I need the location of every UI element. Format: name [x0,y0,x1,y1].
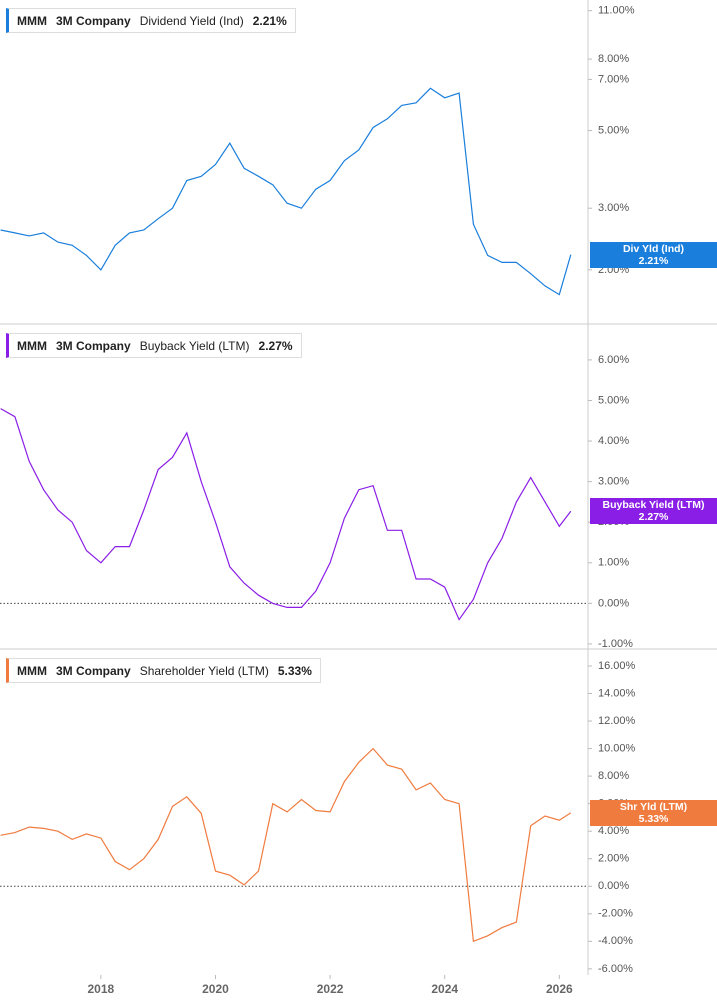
y-tick-label: -1.00% [598,638,633,650]
x-tick-label: 2026 [546,982,573,996]
y-tick-label: 4.00% [598,825,629,837]
series-line [0,87,572,296]
y-tick-label: -4.00% [598,935,633,947]
y-tick-label: 0.00% [598,597,629,609]
last-value-badge: Shr Yld (LTM) 5.33% [590,799,717,826]
y-tick-label: 3.00% [598,476,629,488]
legend-series-name: Dividend Yield (Ind) [139,13,244,28]
legend: MMM 3M Company Buyback Yield (LTM) 2.27% [6,333,302,358]
y-tick-label: -2.00% [598,908,633,920]
badge-name: Div Yld (Ind) [622,242,685,255]
y-tick-label: 12.00% [598,715,636,727]
y-tick-label: 11.00% [598,5,635,17]
legend-series-name: Buyback Yield (LTM) [139,338,250,353]
y-tick-label: 14.00% [598,687,636,699]
y-tick-label: 8.00% [598,53,629,65]
y-tick-label: 10.00% [598,742,636,754]
last-value-badge: Div Yld (Ind) 2.21% [590,241,717,268]
badge-value: 5.33% [638,812,669,825]
y-tick-label: 16.00% [598,660,636,672]
legend-value: 2.27% [258,338,293,353]
y-tick-label: 3.00% [598,202,629,214]
y-tick-label: 5.00% [598,124,629,136]
badge-name: Buyback Yield (LTM) [602,499,705,512]
legend: MMM 3M Company Shareholder Yield (LTM) 5.33… [6,658,321,683]
badge-name: Shr Yld (LTM) [619,800,688,813]
y-tick-label: 0.00% [598,880,629,892]
x-tick-label: 2020 [202,982,229,996]
company: 3M Company [56,663,131,678]
y-tick-label: 1.00% [598,557,629,569]
badge-value: 2.27% [638,511,669,524]
x-tick-label: 2024 [431,982,458,996]
legend: MMM 3M Company Dividend Yield (Ind) 2.21% [6,8,296,33]
y-tick-label: 8.00% [598,770,629,782]
y-tick-label: 5.00% [598,394,629,406]
company: 3M Company [56,338,131,353]
series-line [0,747,572,943]
y-tick-label: 7.00% [598,73,629,85]
ticker: MMM [17,663,47,678]
ticker: MMM [17,338,47,353]
y-tick-label: 4.00% [598,435,629,447]
legend-value: 2.21% [252,13,287,28]
x-tick-label: 2018 [88,982,115,996]
y-tick-label: 2.00% [598,853,629,865]
ticker: MMM [17,13,47,28]
x-tick-label: 2022 [317,982,344,996]
legend-value: 5.33% [277,663,312,678]
company: 3M Company [56,13,131,28]
badge-value: 2.21% [638,254,669,267]
series-line [0,408,572,621]
y-tick-label: 6.00% [598,354,629,366]
legend-series-name: Shareholder Yield (LTM) [139,663,269,678]
y-tick-label: -6.00% [598,963,633,975]
last-value-badge: Buyback Yield (LTM) 2.27% [590,498,717,525]
